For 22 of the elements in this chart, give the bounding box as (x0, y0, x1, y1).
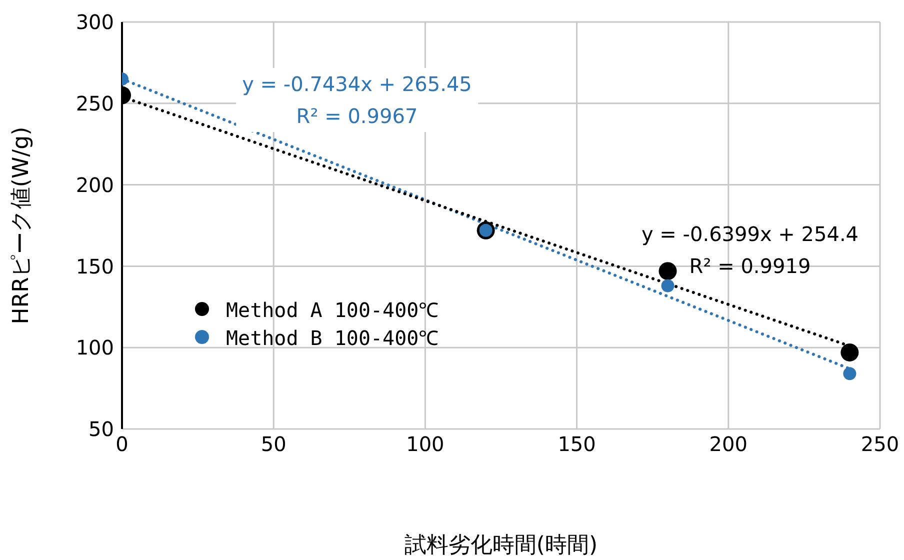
x-tick-label: 0 (116, 432, 128, 456)
y-tick-label: 300 (76, 10, 114, 34)
y-tick-label: 200 (76, 172, 114, 197)
x-tick-label: 200 (709, 432, 748, 456)
point (661, 279, 674, 292)
y-tick-label: 50 (88, 417, 114, 442)
x-tick-label: 250 (860, 432, 900, 456)
x-tick-label: 150 (558, 432, 596, 456)
y-tick-label: 150 (76, 254, 114, 278)
point (843, 367, 856, 380)
x-axis-title: 試料劣化時間(時間) (404, 533, 598, 558)
y-axis-title: HRRピーク値(W/g) (8, 126, 34, 324)
point (658, 262, 677, 280)
y-tick-label: 100 (76, 336, 114, 360)
legend-label: Method A 100-400℃ (226, 296, 439, 322)
x-tick-label: 100 (406, 432, 444, 456)
annotation: y = -0.6399x + 254.4 R² = 0.9919 (640, 221, 860, 280)
annotation: y = -0.7434x + 265.45 R² = 0.9967 (236, 68, 478, 132)
y-tick-label: 250 (76, 92, 114, 116)
legend-label: Method B 100-400℃ (226, 324, 439, 350)
point (840, 343, 859, 362)
x-tick-label: 50 (260, 432, 286, 456)
